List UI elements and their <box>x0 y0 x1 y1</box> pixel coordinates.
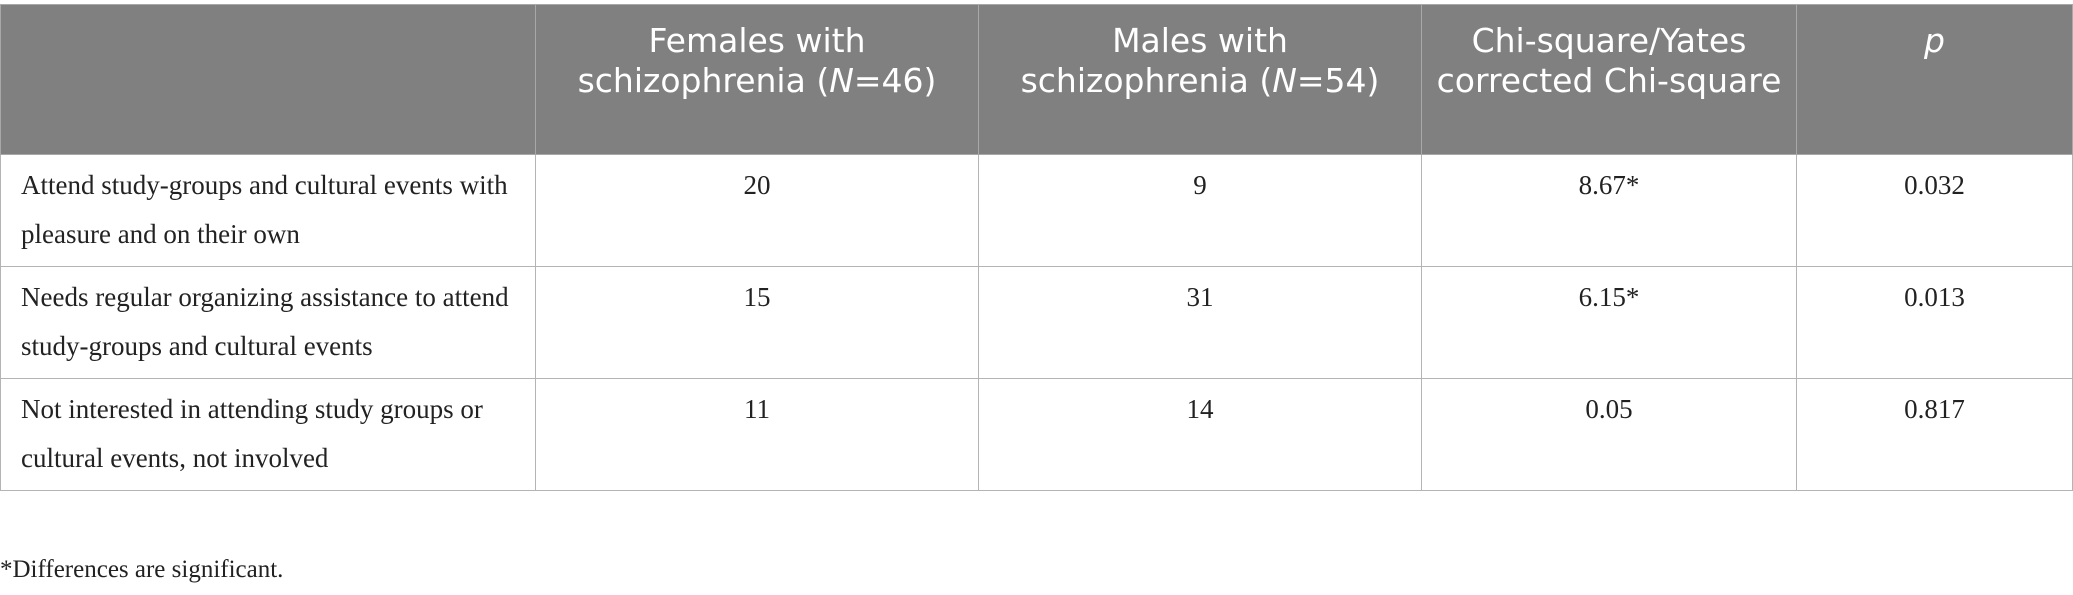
cell-chi-square: 6.15* <box>1421 266 1797 379</box>
header-females-count: =46) <box>853 61 937 100</box>
cell-chi-square: 0.05 <box>1421 378 1797 491</box>
table-row: Attend study-groups and cultural events … <box>0 154 2073 267</box>
cell-p-value: 0.032 <box>1796 154 2073 267</box>
header-cell-empty <box>0 4 536 155</box>
cell-females: 15 <box>535 266 979 379</box>
data-table-container: Females with schizophrenia (N=46) Males … <box>0 4 2073 491</box>
header-cell-females: Females with schizophrenia (N=46) <box>535 4 979 155</box>
comparison-table: Females with schizophrenia (N=46) Males … <box>0 4 2073 491</box>
header-cell-males: Males with schizophrenia (N=54) <box>978 4 1422 155</box>
header-males-n: N <box>1272 61 1297 100</box>
row-label: Needs regular organizing assistance to a… <box>0 266 536 379</box>
row-label: Not interested in attending study groups… <box>0 378 536 491</box>
table-row: Not interested in attending study groups… <box>0 378 2073 491</box>
cell-females: 11 <box>535 378 979 491</box>
header-cell-chi-square: Chi-square/Yates corrected Chi-square <box>1421 4 1797 155</box>
cell-males: 14 <box>978 378 1422 491</box>
cell-males: 9 <box>978 154 1422 267</box>
table-row: Needs regular organizing assistance to a… <box>0 266 2073 379</box>
header-row: Females with schizophrenia (N=46) Males … <box>0 4 2073 155</box>
cell-males: 31 <box>978 266 1422 379</box>
cell-p-value: 0.013 <box>1796 266 2073 379</box>
header-females-text: Females with schizophrenia ( <box>577 21 866 100</box>
row-label: Attend study-groups and cultural events … <box>0 154 536 267</box>
header-p-text: p <box>1924 21 1945 60</box>
header-cell-p: p <box>1796 4 2073 155</box>
cell-chi-square: 8.67* <box>1421 154 1797 267</box>
header-males-text: Males with schizophrenia ( <box>1020 21 1288 100</box>
header-males-count: =54) <box>1296 61 1380 100</box>
cell-p-value: 0.817 <box>1796 378 2073 491</box>
header-females-n: N <box>829 61 854 100</box>
table-footnote: *Differences are significant. <box>0 556 284 583</box>
cell-females: 20 <box>535 154 979 267</box>
